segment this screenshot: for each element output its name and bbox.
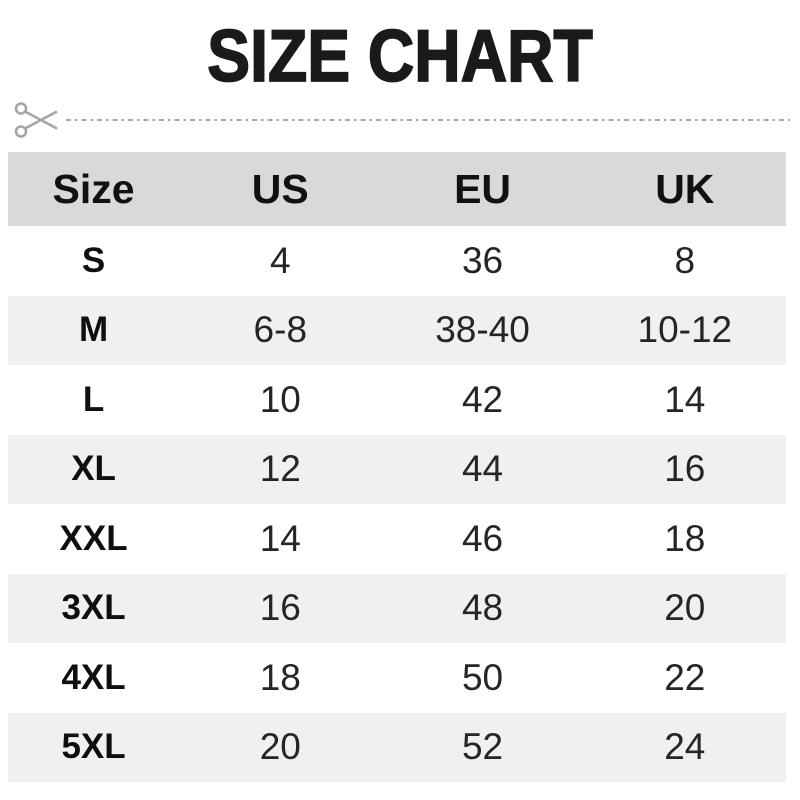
uk-value-cell: 24 xyxy=(664,726,706,768)
page-title: SIZE CHART xyxy=(0,16,800,113)
size-label-cell: 5XL xyxy=(61,727,126,767)
eu-value-cell: 52 xyxy=(461,726,504,768)
table-row: 3XL 16 48 20 xyxy=(8,573,786,643)
eu-value-cell: 44 xyxy=(461,448,504,490)
size-label-cell: M xyxy=(79,310,109,350)
cut-dash-line xyxy=(66,118,790,122)
table-row: S 4 36 8 xyxy=(8,226,786,296)
us-value-cell: 4 xyxy=(270,239,291,281)
table-row: XL 12 44 16 xyxy=(8,434,786,504)
uk-value-cell: 20 xyxy=(664,587,706,629)
eu-value-cell: 42 xyxy=(461,378,504,420)
uk-value-cell: 18 xyxy=(664,517,706,559)
scissors-icon xyxy=(14,102,58,138)
table-row: 4XL 18 50 22 xyxy=(8,643,786,713)
uk-value-cell: 8 xyxy=(674,239,696,281)
uk-value-cell: 16 xyxy=(664,448,706,490)
eu-value-cell: 36 xyxy=(461,239,504,281)
header-cell-uk: UK xyxy=(655,165,715,212)
header-cell-eu: EU xyxy=(454,165,512,212)
size-label-cell: S xyxy=(81,240,106,280)
uk-value-cell: 14 xyxy=(664,378,706,420)
size-label-cell: XL xyxy=(71,449,116,489)
us-value-cell: 16 xyxy=(259,587,301,629)
table-row: M 6-8 38-40 10-12 xyxy=(8,295,786,365)
eu-value-cell: 46 xyxy=(461,517,504,559)
uk-value-cell: 22 xyxy=(664,656,706,698)
page-title-text: SIZE CHART xyxy=(206,16,593,97)
us-value-cell: 18 xyxy=(259,656,301,698)
table-row: 5XL 20 52 24 xyxy=(8,712,786,782)
table-body: S 4 36 8 M 6-8 38-40 10-12 L 10 42 14 XL… xyxy=(8,226,786,782)
us-value-cell: 12 xyxy=(259,448,301,490)
table-header-row: Size US EU UK xyxy=(8,152,786,226)
table-row: L 10 42 14 xyxy=(8,365,786,435)
size-table: Size US EU UK S 4 36 8 M 6-8 38-40 10-12… xyxy=(8,152,786,782)
header-cell-us: US xyxy=(251,165,309,212)
us-value-cell: 6-8 xyxy=(253,309,308,351)
us-value-cell: 20 xyxy=(259,726,301,768)
size-label-cell: L xyxy=(82,379,105,419)
size-label-cell: 3XL xyxy=(61,588,126,628)
size-label-cell: 4XL xyxy=(61,657,126,697)
cut-line xyxy=(14,98,790,142)
eu-value-cell: 48 xyxy=(461,587,504,629)
size-label-cell: XXL xyxy=(59,518,128,558)
eu-value-cell: 38-40 xyxy=(435,309,530,351)
uk-value-cell: 10-12 xyxy=(637,309,733,351)
eu-value-cell: 50 xyxy=(461,656,504,698)
us-value-cell: 10 xyxy=(259,378,301,420)
table-row: XXL 14 46 18 xyxy=(8,504,786,574)
us-value-cell: 14 xyxy=(259,517,301,559)
header-cell-size: Size xyxy=(52,165,135,212)
